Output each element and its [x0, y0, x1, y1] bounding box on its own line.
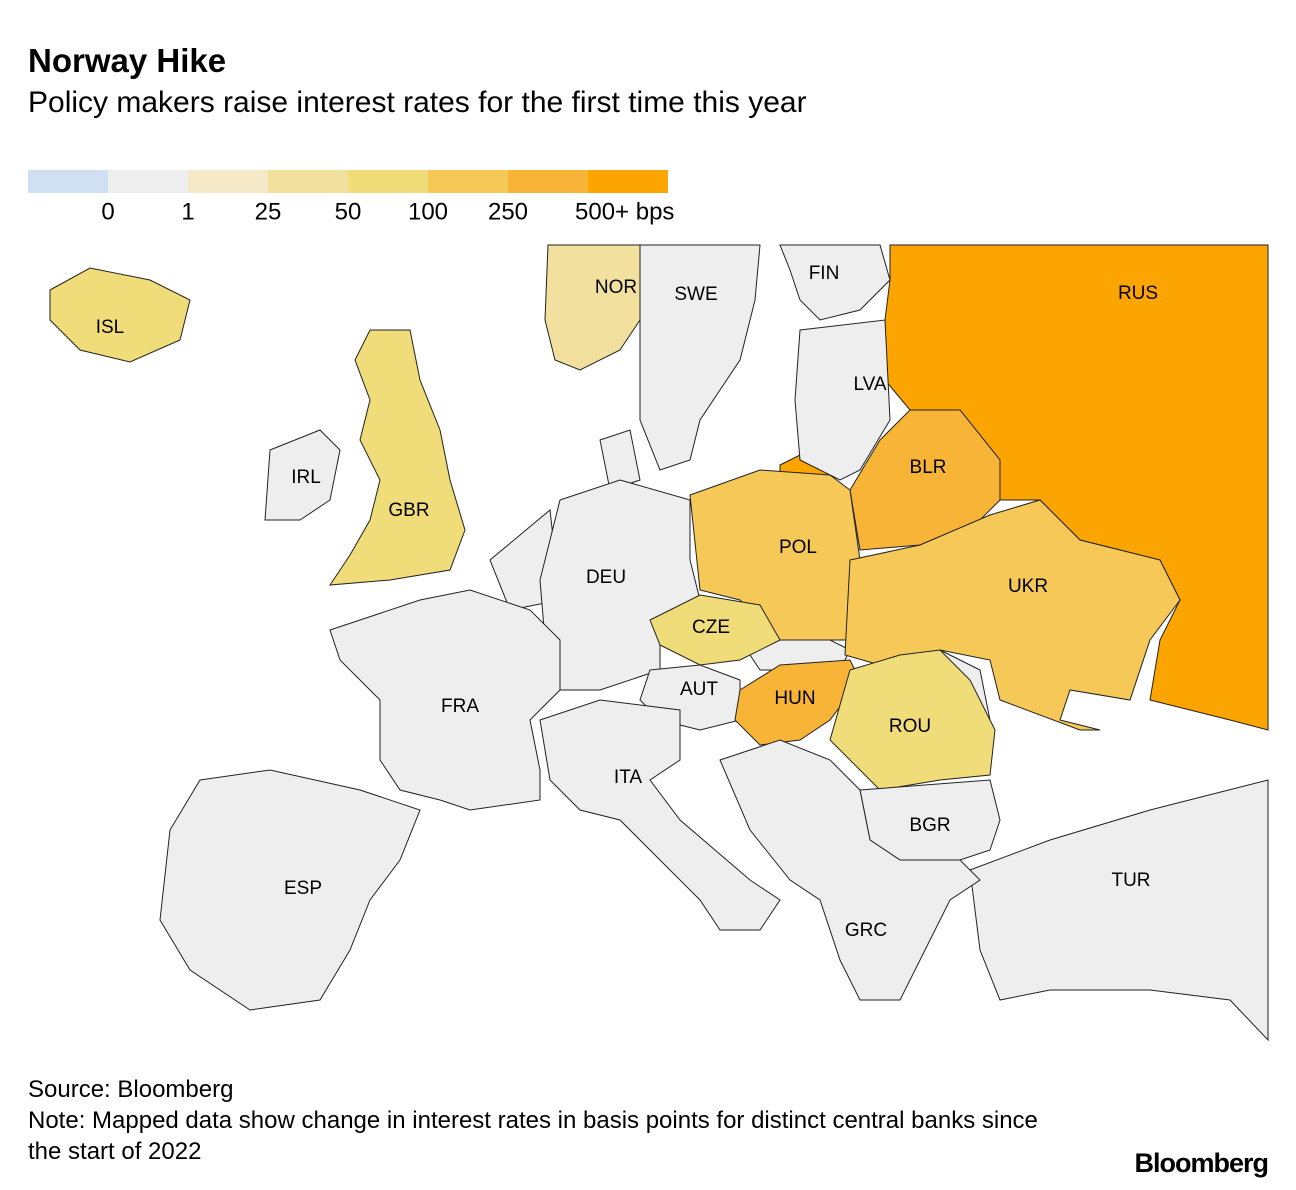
country — [329, 589, 561, 811]
legend-swatch — [428, 170, 508, 193]
country-label: SWE — [674, 284, 717, 305]
country-label: RUS — [1118, 283, 1158, 304]
country — [544, 244, 641, 371]
country — [599, 429, 641, 491]
country — [159, 769, 421, 1011]
legend-swatch — [268, 170, 348, 193]
countries — [49, 244, 1269, 1042]
title: Norway Hike — [28, 42, 227, 79]
country-label: CZE — [692, 617, 730, 638]
country-label: ROU — [889, 716, 931, 737]
country-label: ESP — [284, 878, 322, 899]
country — [829, 649, 996, 791]
country — [849, 409, 1001, 551]
legend-label: 50 — [335, 198, 362, 225]
legend-label: 1 — [181, 198, 194, 225]
country-label: BGR — [909, 815, 950, 836]
country-label: IRL — [291, 467, 321, 488]
country — [969, 779, 1269, 1042]
legend-label: 100 — [408, 198, 448, 225]
legend-label: 0 — [101, 198, 114, 225]
country — [719, 739, 981, 1001]
country-label: TUR — [1111, 870, 1150, 891]
country — [539, 699, 781, 931]
country-labels: ISL NOR SWE FIN RUS LVA BLR IRL GBR POL DEU UKR CZE F… — [96, 263, 1158, 941]
country-label: ISL — [96, 317, 125, 338]
country-label: DEU — [586, 567, 626, 588]
country-label: UKR — [1008, 576, 1048, 597]
legend-swatch — [348, 170, 428, 193]
legend: 0 1 25 50 100 250 500+ bps — [28, 170, 674, 225]
country — [49, 267, 191, 363]
country — [264, 429, 341, 521]
country — [779, 244, 891, 321]
logo: Bloomberg — [1134, 1148, 1269, 1178]
legend-label: 25 — [255, 198, 282, 225]
country-label: HUN — [774, 688, 815, 709]
country-label: POL — [779, 537, 817, 558]
country-label: NOR — [595, 277, 637, 298]
country-label: FRA — [441, 696, 479, 717]
country-label: BLR — [910, 457, 947, 478]
country — [329, 329, 466, 586]
country-label: FIN — [809, 263, 840, 284]
source: Source: Bloomberg — [28, 1076, 234, 1103]
legend-label: 250 — [488, 198, 528, 225]
note: Note: Mapped data show change in interes… — [28, 1107, 1038, 1165]
legend-swatch — [588, 170, 668, 193]
country-label: ITA — [614, 767, 642, 788]
country-label: GRC — [845, 920, 887, 941]
country — [734, 659, 861, 746]
country — [639, 244, 761, 471]
legend-swatch — [508, 170, 588, 193]
legend-label: 500+ bps — [575, 198, 674, 225]
subtitle: Policy makers raise interest rates for t… — [28, 86, 807, 119]
country-label: LVA — [853, 374, 886, 395]
country — [649, 594, 781, 666]
legend-swatch — [188, 170, 268, 193]
country-label: GBR — [388, 500, 429, 521]
country-label: AUT — [680, 679, 718, 700]
country — [794, 319, 891, 481]
legend-swatch — [28, 170, 108, 193]
legend-swatch — [108, 170, 188, 193]
